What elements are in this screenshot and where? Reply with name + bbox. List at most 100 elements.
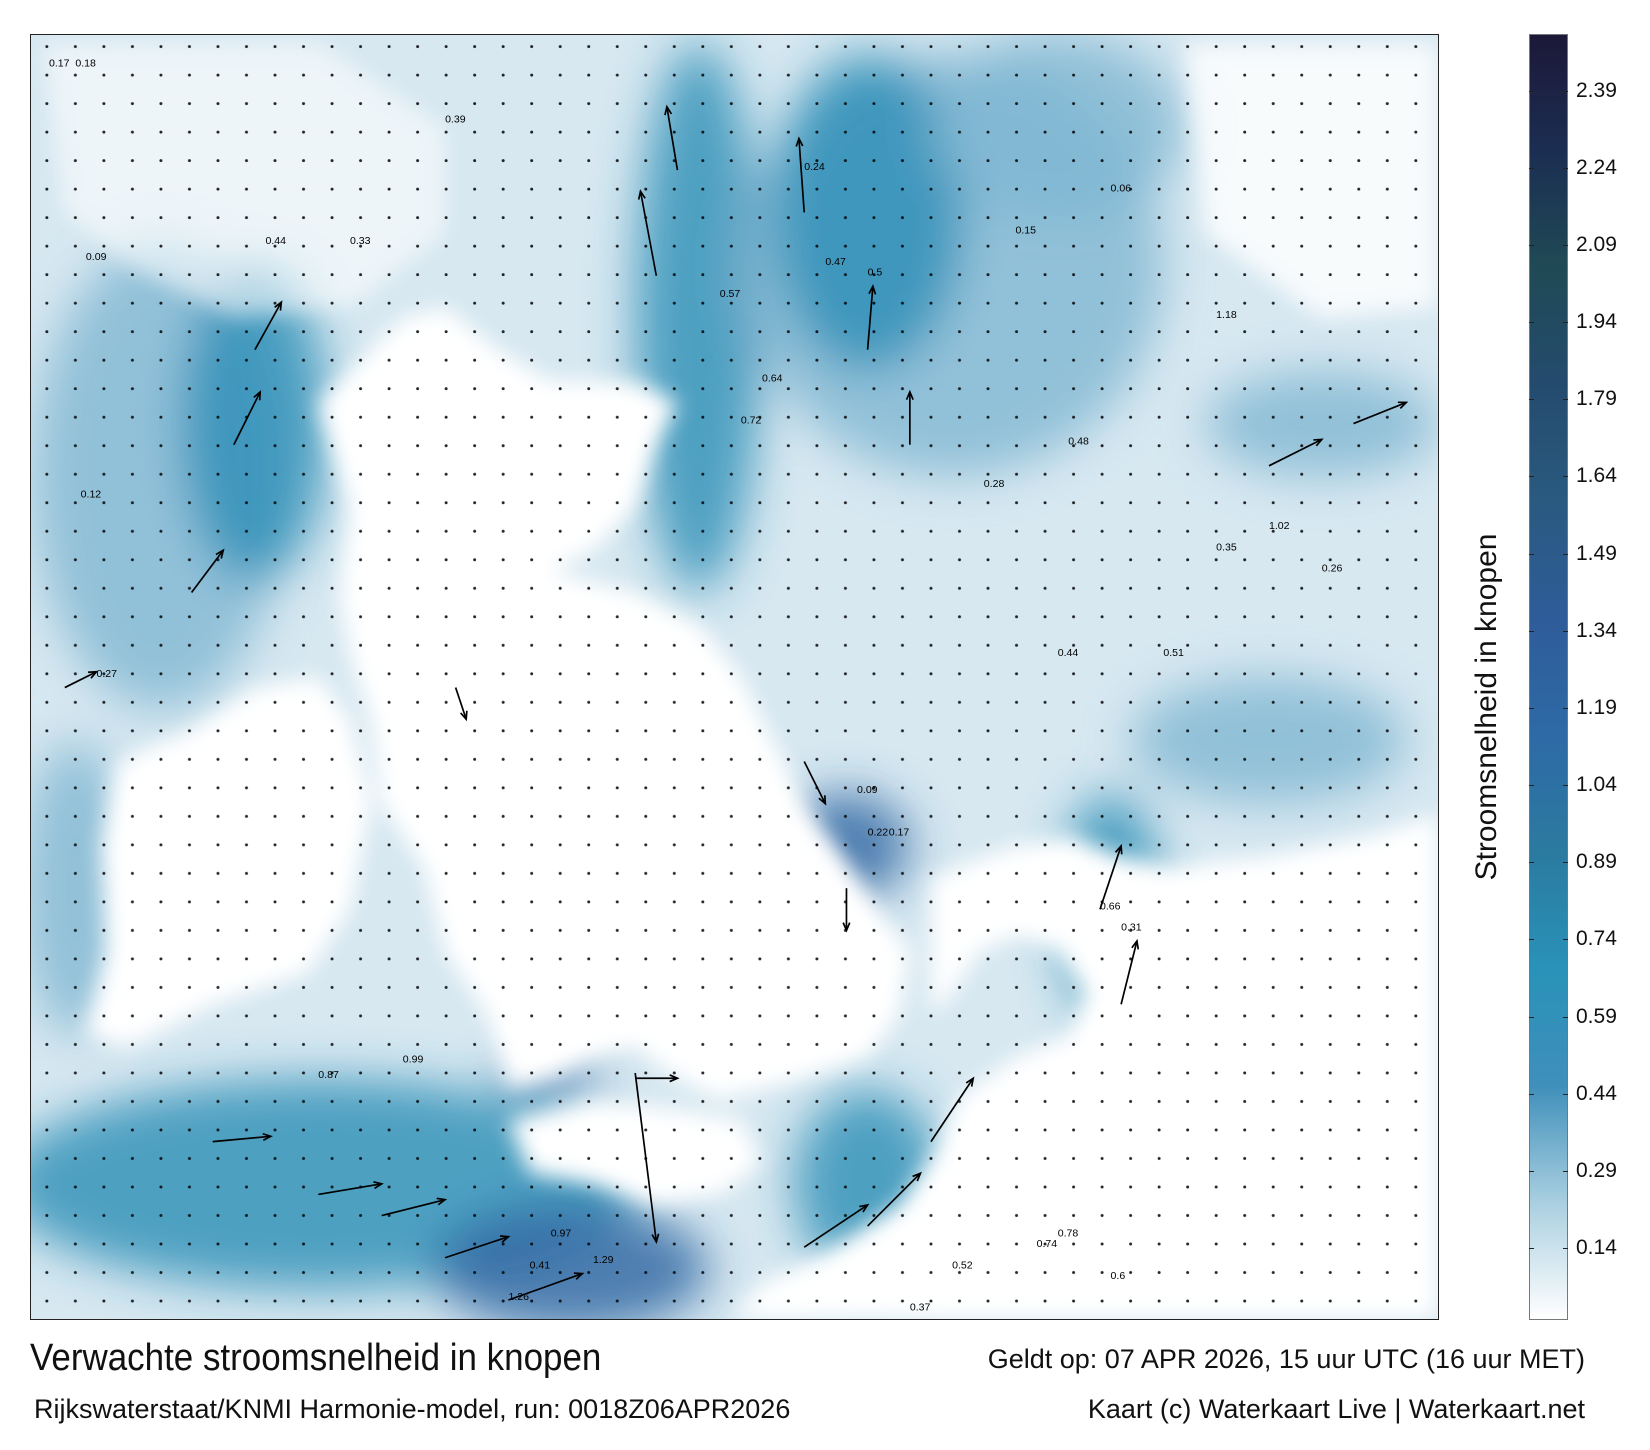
arrow-head — [88, 670, 99, 679]
colorbar-tick-label: 1.64 — [1576, 464, 1617, 488]
current-arrow — [64, 670, 97, 689]
arrow-head — [905, 389, 914, 401]
colorbar-tick-label: 0.29 — [1576, 1158, 1617, 1182]
arrow-head — [669, 1074, 680, 1083]
speed-label: 0.51 — [1163, 647, 1184, 659]
arrow-head — [215, 548, 225, 559]
speed-label: 1.02 — [1269, 520, 1290, 532]
colorbar-tick-label: 2.39 — [1576, 78, 1617, 102]
colorbar-tick-mark — [1529, 90, 1568, 92]
current-arrow — [212, 1135, 271, 1143]
speed-label: 0.09 — [86, 251, 107, 263]
speed-label: 0.48 — [1068, 436, 1089, 448]
speed-label: 0.27 — [96, 668, 117, 680]
speed-label: 0.06 — [1111, 182, 1132, 194]
speed-label: 0.28 — [984, 478, 1005, 490]
speed-label: 0.17 — [889, 826, 910, 838]
current-arrow — [803, 1204, 869, 1248]
colorbar-tick-mark — [1529, 939, 1568, 941]
colorbar-tick-label: 1.19 — [1576, 695, 1617, 719]
speed-label: 0.18 — [75, 58, 96, 70]
speed-labels: 0.17 0.18 0.09 0.12 0.27 0.44 0.33 0.39 0.24 0.47… — [49, 58, 1343, 1314]
colorbar-tick-label: 0.89 — [1576, 850, 1617, 874]
colorbar-tick-mark — [1529, 1170, 1568, 1172]
current-arrow — [1099, 845, 1122, 910]
speed-label: 0.39 — [445, 114, 466, 126]
speed-label: 0.33 — [350, 235, 371, 247]
current-arrow — [866, 1172, 922, 1227]
colorbar-tick-mark — [1529, 785, 1568, 787]
colorbar-tick-label: 1.94 — [1576, 310, 1617, 334]
current-arrow — [1268, 438, 1323, 467]
current-arrow — [666, 106, 679, 171]
colorbar-tick-mark — [1529, 862, 1568, 864]
speed-label: 0.17 — [49, 58, 70, 70]
arrow-head — [651, 1233, 660, 1245]
arrow-head — [1313, 438, 1324, 447]
speed-label: 1.26 — [508, 1291, 529, 1303]
arrow-head — [262, 1132, 273, 1142]
colorbar-tick-label: 1.04 — [1576, 773, 1617, 797]
arrow-head — [868, 284, 877, 295]
speed-label: 0.24 — [804, 161, 825, 173]
current-arrow — [1120, 940, 1138, 1005]
current-arrow — [803, 761, 827, 805]
colorbar — [1529, 34, 1568, 1320]
arrow-head — [965, 1076, 975, 1087]
speed-label: 0.64 — [762, 372, 783, 384]
current-arrow — [798, 138, 806, 213]
colorbar-tick-label: 1.79 — [1576, 387, 1617, 411]
speed-label: 0.31 — [1121, 921, 1142, 933]
colorbar-tick-label: 2.24 — [1576, 155, 1617, 179]
colorbar-tick-mark — [1529, 167, 1568, 169]
speed-label: 0.99 — [403, 1053, 424, 1065]
speed-label: 0.74 — [1037, 1238, 1058, 1250]
current-arrow — [233, 391, 261, 446]
current-arrow — [190, 549, 224, 594]
current-arrow — [508, 1272, 583, 1301]
current-arrow — [930, 1077, 974, 1143]
speed-label: 0.6 — [1111, 1270, 1126, 1282]
speed-label: 0.52 — [952, 1259, 973, 1271]
current-arrow — [318, 1183, 382, 1196]
colorbar-tick-mark — [1529, 707, 1568, 709]
arrow-head — [664, 104, 673, 116]
speed-label: 0.78 — [1058, 1228, 1079, 1240]
arrow-head — [499, 1235, 511, 1243]
colorbar-tick-mark — [1529, 1016, 1568, 1018]
current-arrow — [639, 191, 658, 276]
colorbar-tick-mark — [1529, 399, 1568, 401]
colorbar-tick-mark — [1529, 476, 1568, 478]
arrow-head — [274, 300, 283, 311]
map-credit[interactable]: Kaart (c) Waterkaart Live | Waterkaart.n… — [1087, 1394, 1585, 1424]
speed-label: 0.44 — [266, 235, 287, 247]
colorbar-label: Stroomsnelheid in knopen — [1470, 533, 1503, 881]
arrow-head — [912, 1171, 922, 1182]
arrow-head — [573, 1272, 585, 1280]
map-title: Verwachte stroomsnelheid in knopen — [30, 1337, 602, 1379]
colorbar-tick-label: 1.49 — [1576, 541, 1617, 565]
speed-label: 0.66 — [1100, 900, 1121, 912]
speed-label: 0.22 — [868, 826, 889, 838]
arrow-head — [842, 922, 851, 933]
speed-label: 0.12 — [81, 488, 102, 500]
current-arrow — [454, 687, 467, 720]
arrow-head — [1397, 401, 1409, 410]
colorbar-tick-label: 0.44 — [1576, 1081, 1617, 1105]
colorbar-tick-mark — [1529, 244, 1568, 246]
arrow-head — [373, 1181, 384, 1190]
current-arrow — [634, 1072, 658, 1243]
current-speed-map[interactable]: 0.17 0.18 0.09 0.12 0.27 0.44 0.33 0.39 0.24 0.47… — [30, 34, 1439, 1320]
model-source: Rijkswaterstaat/KNMI Harmonie-model, run… — [34, 1394, 791, 1424]
valid-time: Geldt op: 07 APR 2026, 15 uur UTC (16 uu… — [987, 1344, 1585, 1374]
speed-label: 0.26 — [1322, 562, 1343, 574]
current-arrow — [444, 1235, 509, 1259]
colorbar-tick-label: 0.59 — [1576, 1004, 1617, 1028]
colorbar-tick-mark — [1529, 322, 1568, 324]
speed-label: 0.37 — [910, 1302, 931, 1314]
speed-label: 0.15 — [1015, 225, 1036, 237]
current-arrow — [254, 301, 283, 351]
colorbar-tick-mark — [1529, 630, 1568, 632]
grid-points — [31, 35, 1438, 1319]
speed-label: 0.57 — [720, 288, 741, 300]
